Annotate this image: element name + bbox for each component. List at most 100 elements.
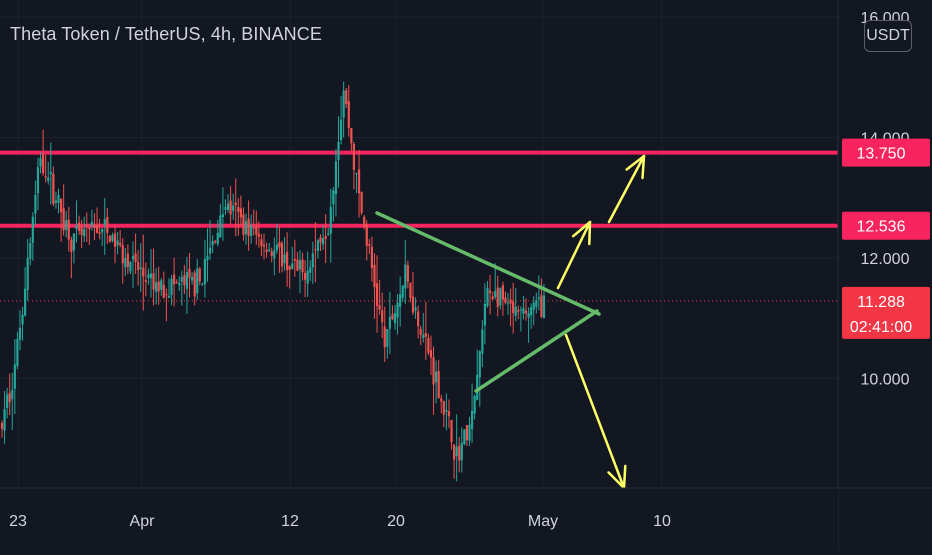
candle-body bbox=[65, 220, 68, 230]
candle-body bbox=[265, 249, 268, 252]
candle-body bbox=[383, 326, 386, 348]
candle-body bbox=[152, 273, 155, 290]
arrow-1[interactable] bbox=[556, 220, 592, 290]
candle-body bbox=[542, 295, 546, 319]
time-axis[interactable]: 23 Apr 12 20 May 10 bbox=[0, 487, 932, 550]
candle-body bbox=[252, 227, 255, 229]
candle-body bbox=[470, 411, 474, 429]
candle-body bbox=[67, 219, 70, 240]
candle-body bbox=[242, 214, 245, 235]
candle-body bbox=[170, 278, 173, 296]
candle-body bbox=[452, 444, 456, 460]
candle-body bbox=[18, 327, 22, 340]
candle-body bbox=[155, 282, 158, 292]
candle-body bbox=[316, 240, 320, 251]
candle-body bbox=[232, 205, 235, 211]
triangle-lower-line[interactable] bbox=[474, 309, 599, 393]
candle-body bbox=[445, 410, 448, 412]
candle-body bbox=[6, 394, 9, 408]
candle-body bbox=[514, 306, 517, 316]
candle-body bbox=[332, 190, 335, 205]
candle-body bbox=[463, 429, 466, 445]
price-tick-label: 10.000 bbox=[861, 372, 910, 389]
candle-body bbox=[432, 357, 435, 385]
arrow-3[interactable] bbox=[564, 333, 626, 490]
candle-body bbox=[173, 274, 176, 285]
candle-body bbox=[137, 262, 140, 271]
candle-body bbox=[373, 264, 376, 288]
symbol-title[interactable]: Theta Token / TetherUS, 4h, BINANCE bbox=[10, 24, 322, 44]
drawings[interactable] bbox=[375, 154, 646, 490]
horizontal-lines[interactable] bbox=[0, 150, 838, 302]
candle-body bbox=[447, 411, 451, 417]
candle-body bbox=[388, 316, 391, 329]
candle-body bbox=[522, 308, 525, 314]
candle-body bbox=[352, 144, 356, 170]
candle-body bbox=[506, 302, 510, 304]
candle-body bbox=[365, 225, 368, 246]
last-price-label[interactable]: 11.288 bbox=[857, 294, 905, 311]
candle-body bbox=[368, 244, 371, 246]
candle-body bbox=[345, 90, 348, 105]
candle-body bbox=[216, 232, 219, 244]
candle-body bbox=[296, 259, 299, 271]
candle-body bbox=[437, 371, 440, 399]
price-label-box-2 bbox=[842, 211, 930, 240]
candle-body bbox=[324, 235, 327, 239]
candle-body bbox=[424, 333, 427, 337]
candle-body bbox=[103, 219, 106, 226]
candle-body bbox=[481, 329, 484, 354]
candle-body bbox=[321, 238, 325, 245]
candle-body bbox=[455, 446, 458, 457]
countdown-label: 02:41:00 bbox=[850, 319, 912, 336]
candle-body bbox=[406, 265, 409, 282]
candle-body bbox=[0, 422, 4, 429]
candle-body bbox=[101, 228, 104, 233]
candle-body bbox=[350, 128, 353, 144]
candle-body bbox=[214, 241, 217, 243]
candle-body bbox=[409, 282, 412, 299]
time-axis-background bbox=[0, 488, 838, 550]
candle-body bbox=[162, 284, 165, 298]
candle-body bbox=[270, 251, 273, 256]
candle-body bbox=[404, 264, 407, 289]
candle-body bbox=[85, 224, 88, 226]
candle-body bbox=[75, 224, 78, 230]
candle-body bbox=[540, 295, 543, 317]
currency-badge[interactable]: USDT bbox=[864, 20, 912, 52]
candle-body bbox=[11, 389, 14, 400]
candle-body bbox=[293, 258, 296, 261]
price-label-1[interactable]: 13.750 bbox=[857, 146, 906, 163]
time-tick-label: Apr bbox=[130, 513, 156, 530]
candle-body bbox=[386, 329, 389, 347]
candle-body bbox=[36, 167, 40, 194]
price-axis[interactable]: 16.00014.00012.00010.00013.75012.53611.2… bbox=[837, 0, 932, 550]
candle-body bbox=[95, 225, 99, 233]
candle-body bbox=[370, 246, 373, 268]
grid bbox=[0, 0, 838, 488]
candle-body bbox=[519, 309, 522, 311]
candle-body bbox=[491, 296, 494, 300]
candle-body bbox=[206, 255, 209, 261]
candle-body bbox=[414, 307, 417, 311]
candle-body bbox=[460, 442, 463, 461]
arrow-2[interactable] bbox=[607, 154, 646, 224]
candle-body bbox=[391, 314, 394, 320]
candle-body bbox=[8, 392, 11, 403]
candle-body bbox=[108, 236, 111, 242]
candle-body bbox=[450, 420, 453, 443]
price-tick-label: 12.000 bbox=[861, 251, 910, 268]
candle-body bbox=[435, 371, 438, 383]
candle-body bbox=[39, 157, 42, 167]
candle-body bbox=[16, 339, 19, 366]
candle-body bbox=[339, 119, 343, 141]
candle-body bbox=[399, 294, 402, 307]
price-label-2[interactable]: 12.536 bbox=[857, 219, 906, 236]
candle-body bbox=[260, 239, 263, 247]
candle-body bbox=[244, 221, 248, 235]
candle-body bbox=[167, 295, 171, 298]
triangle-upper-line[interactable] bbox=[375, 211, 601, 316]
candle-body bbox=[196, 268, 199, 294]
